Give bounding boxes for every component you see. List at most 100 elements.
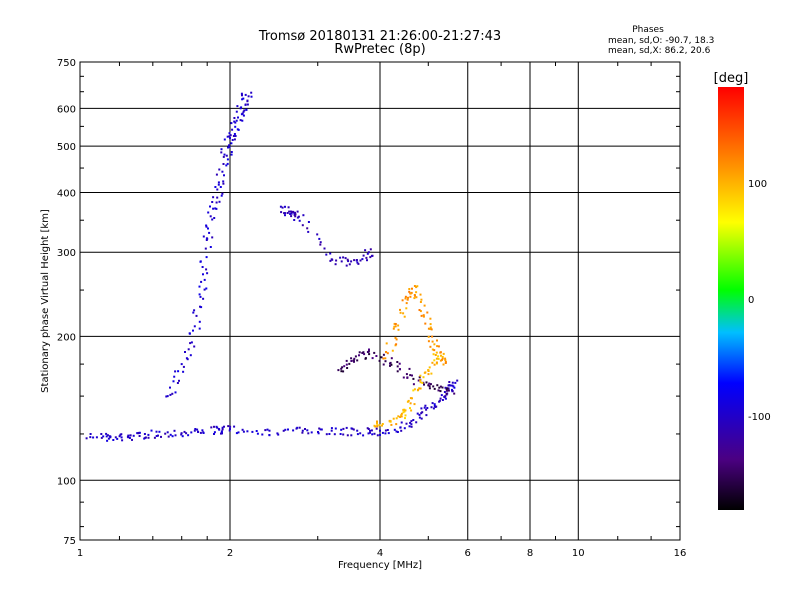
- echo-point: [429, 345, 432, 348]
- echo-point: [214, 186, 217, 188]
- echo-point: [398, 362, 401, 365]
- echo-point: [330, 427, 333, 430]
- echo-point: [255, 430, 258, 432]
- echo-point: [226, 158, 229, 161]
- echo-point: [217, 181, 220, 184]
- echo-point: [225, 164, 228, 167]
- echo-point: [415, 291, 418, 294]
- echo-point: [187, 434, 190, 437]
- echo-point: [346, 258, 349, 261]
- echo-point: [411, 374, 413, 377]
- echo-point: [441, 358, 443, 361]
- echo-point: [173, 375, 176, 378]
- echo-point: [198, 320, 201, 323]
- echo-point: [319, 241, 322, 244]
- echo-point: [306, 429, 309, 432]
- echo-point: [112, 439, 115, 441]
- echo-point: [431, 340, 434, 343]
- echo-point: [116, 437, 119, 440]
- echo-point: [306, 227, 309, 230]
- echo-point: [431, 335, 434, 338]
- echo-point: [220, 430, 223, 433]
- echo-point: [393, 428, 396, 431]
- x-tick-label: 4: [377, 548, 383, 559]
- echo-point: [403, 410, 406, 413]
- echo-point: [193, 325, 196, 328]
- echo-point: [437, 357, 440, 360]
- echo-point: [399, 426, 402, 429]
- echo-point: [107, 437, 110, 440]
- echo-point: [289, 210, 292, 213]
- echo-point: [165, 395, 168, 398]
- echo-point: [171, 392, 174, 395]
- echo-point: [221, 426, 224, 429]
- echo-point: [436, 384, 439, 387]
- echo-point: [405, 422, 408, 425]
- echo-point: [415, 286, 418, 289]
- echo-point: [200, 306, 203, 309]
- echo-point: [205, 256, 208, 259]
- echo-point: [235, 110, 238, 113]
- echo-point: [229, 425, 232, 428]
- echo-point: [433, 359, 436, 362]
- echo-point: [182, 365, 185, 368]
- echo-point: [307, 230, 310, 233]
- echo-point: [371, 433, 374, 436]
- echo-point: [320, 428, 323, 431]
- echo-point: [185, 357, 188, 360]
- echo-point: [188, 332, 191, 335]
- echo-point: [426, 407, 429, 409]
- echo-point: [393, 322, 396, 325]
- echo-point: [445, 388, 448, 391]
- echo-point: [361, 352, 364, 354]
- echo-point: [422, 315, 425, 318]
- echo-point: [223, 174, 225, 177]
- echo-point: [352, 359, 355, 362]
- echo-point: [354, 355, 357, 358]
- echo-point: [350, 434, 353, 437]
- echo-point: [376, 420, 378, 423]
- echo-point: [337, 369, 340, 372]
- echo-point: [202, 432, 205, 434]
- echo-point: [429, 383, 432, 386]
- echo-point: [237, 431, 240, 434]
- echo-point: [409, 292, 412, 295]
- echo-point: [100, 436, 103, 439]
- echo-point: [402, 312, 405, 315]
- echo-point: [189, 354, 192, 357]
- echo-point: [426, 311, 429, 314]
- echo-point: [302, 214, 305, 217]
- echo-point: [389, 361, 392, 364]
- y-tick-label: 600: [57, 104, 76, 115]
- echo-point: [284, 212, 287, 215]
- echo-point: [409, 397, 412, 400]
- echo-point: [340, 260, 343, 263]
- echo-point: [234, 121, 237, 124]
- echo-point: [233, 138, 236, 141]
- echo-point: [409, 295, 412, 298]
- echo-point: [395, 430, 398, 433]
- echo-point: [409, 407, 411, 410]
- echo-point: [378, 359, 381, 362]
- echo-point: [218, 200, 221, 203]
- echo-point: [412, 383, 415, 386]
- echo-point: [194, 428, 197, 430]
- echo-point: [452, 385, 455, 388]
- echo-point: [456, 379, 459, 382]
- echo-point: [211, 218, 214, 221]
- echo-point: [392, 327, 395, 330]
- echo-point: [387, 432, 390, 435]
- echo-point: [173, 429, 176, 432]
- echo-point: [250, 91, 253, 94]
- echo-point: [420, 298, 423, 301]
- echo-point: [366, 252, 369, 255]
- echo-point: [246, 99, 249, 102]
- stats-line-x: mean, sd,X: 86.2, 20.6: [608, 46, 711, 56]
- echo-point: [417, 388, 420, 391]
- echo-point: [241, 112, 244, 115]
- echo-point: [246, 103, 249, 106]
- echo-point: [292, 429, 295, 432]
- echo-point: [236, 105, 239, 108]
- echo-point: [85, 437, 88, 440]
- echo-point: [428, 385, 431, 388]
